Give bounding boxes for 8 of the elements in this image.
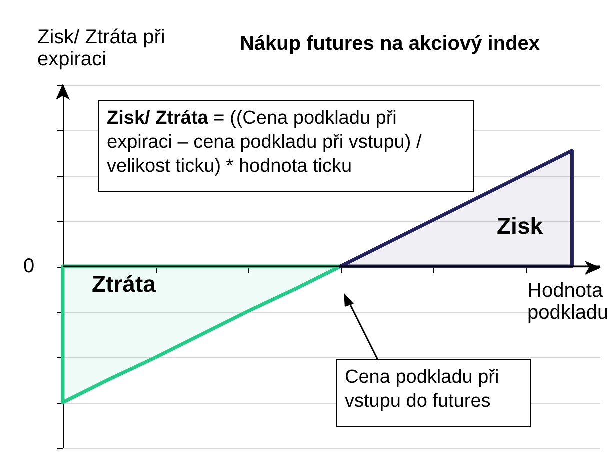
- x-axis-title: Hodnota podkladu: [528, 280, 609, 324]
- text-box: Cena podkladu při vstupu do futures: [336, 359, 531, 427]
- chart-title: Nákup futures na akciový index: [238, 33, 542, 56]
- text-box: Zisk/ Ztráta = ((Cena podkladu při expiraci – cena podkladu při vstupu) / velikost ticku) * hodnota ticku: [98, 100, 474, 192]
- annotation: Zisk: [497, 213, 544, 239]
- annotation: Ztráta: [92, 271, 156, 297]
- ref-line-label: 0: [23, 256, 35, 278]
- y-axis-title: Zisk/ Ztráta při expiraci: [38, 26, 166, 70]
